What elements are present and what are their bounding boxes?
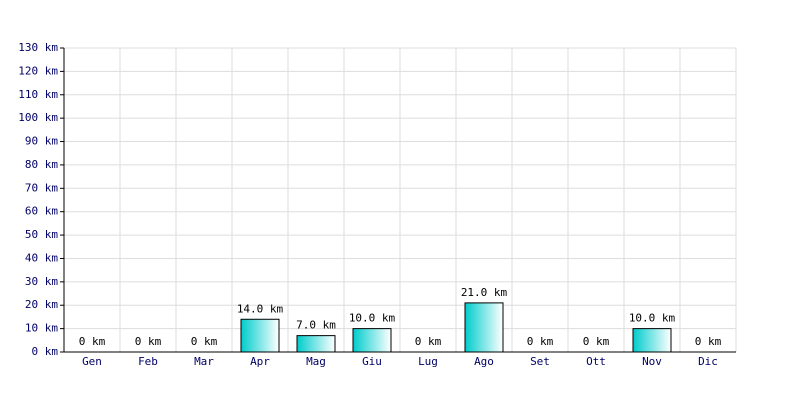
y-tick-label: 0 km <box>32 345 59 358</box>
x-tick-label: Mag <box>306 355 326 368</box>
y-tick-label: 50 km <box>25 228 58 241</box>
x-tick-label: Set <box>530 355 550 368</box>
y-tick-label: 70 km <box>25 181 58 194</box>
value-label: 0 km <box>583 335 610 348</box>
value-label: 21.0 km <box>461 286 508 299</box>
x-tick-label: Apr <box>250 355 270 368</box>
y-tick-label: 20 km <box>25 298 58 311</box>
value-label: 0 km <box>527 335 554 348</box>
value-label: 0 km <box>415 335 442 348</box>
x-tick-label: Lug <box>418 355 438 368</box>
y-tick-label: 90 km <box>25 135 58 148</box>
bar <box>296 335 336 353</box>
value-label: 14.0 km <box>237 302 284 315</box>
value-label: 0 km <box>191 335 218 348</box>
x-tick-label: Mar <box>194 355 214 368</box>
y-tick-label: 110 km <box>18 88 58 101</box>
x-tick-label: Ago <box>474 355 494 368</box>
x-tick-label: Ott <box>586 355 606 368</box>
value-label: 10.0 km <box>629 312 676 325</box>
value-label: 7.0 km <box>296 319 336 332</box>
x-tick-label: Dic <box>698 355 718 368</box>
x-tick-label: Feb <box>138 355 158 368</box>
bar <box>632 328 672 353</box>
y-tick-label: 120 km <box>18 64 58 77</box>
bar <box>464 302 504 353</box>
y-tick-label: 30 km <box>25 275 58 288</box>
value-label: 0 km <box>79 335 106 348</box>
x-tick-label: Nov <box>642 355 662 368</box>
y-tick-label: 80 km <box>25 158 58 171</box>
value-label: 10.0 km <box>349 312 396 325</box>
value-label: 0 km <box>135 335 162 348</box>
y-tick-label: 40 km <box>25 251 58 264</box>
value-label: 0 km <box>695 335 722 348</box>
y-tick-label: 100 km <box>18 111 58 124</box>
bar <box>352 328 392 353</box>
y-tick-label: 10 km <box>25 322 58 335</box>
x-tick-label: Gen <box>82 355 102 368</box>
y-tick-label: 130 km <box>18 41 58 54</box>
x-tick-label: Giu <box>362 355 382 368</box>
bar <box>240 318 280 353</box>
y-tick-label: 60 km <box>25 205 58 218</box>
